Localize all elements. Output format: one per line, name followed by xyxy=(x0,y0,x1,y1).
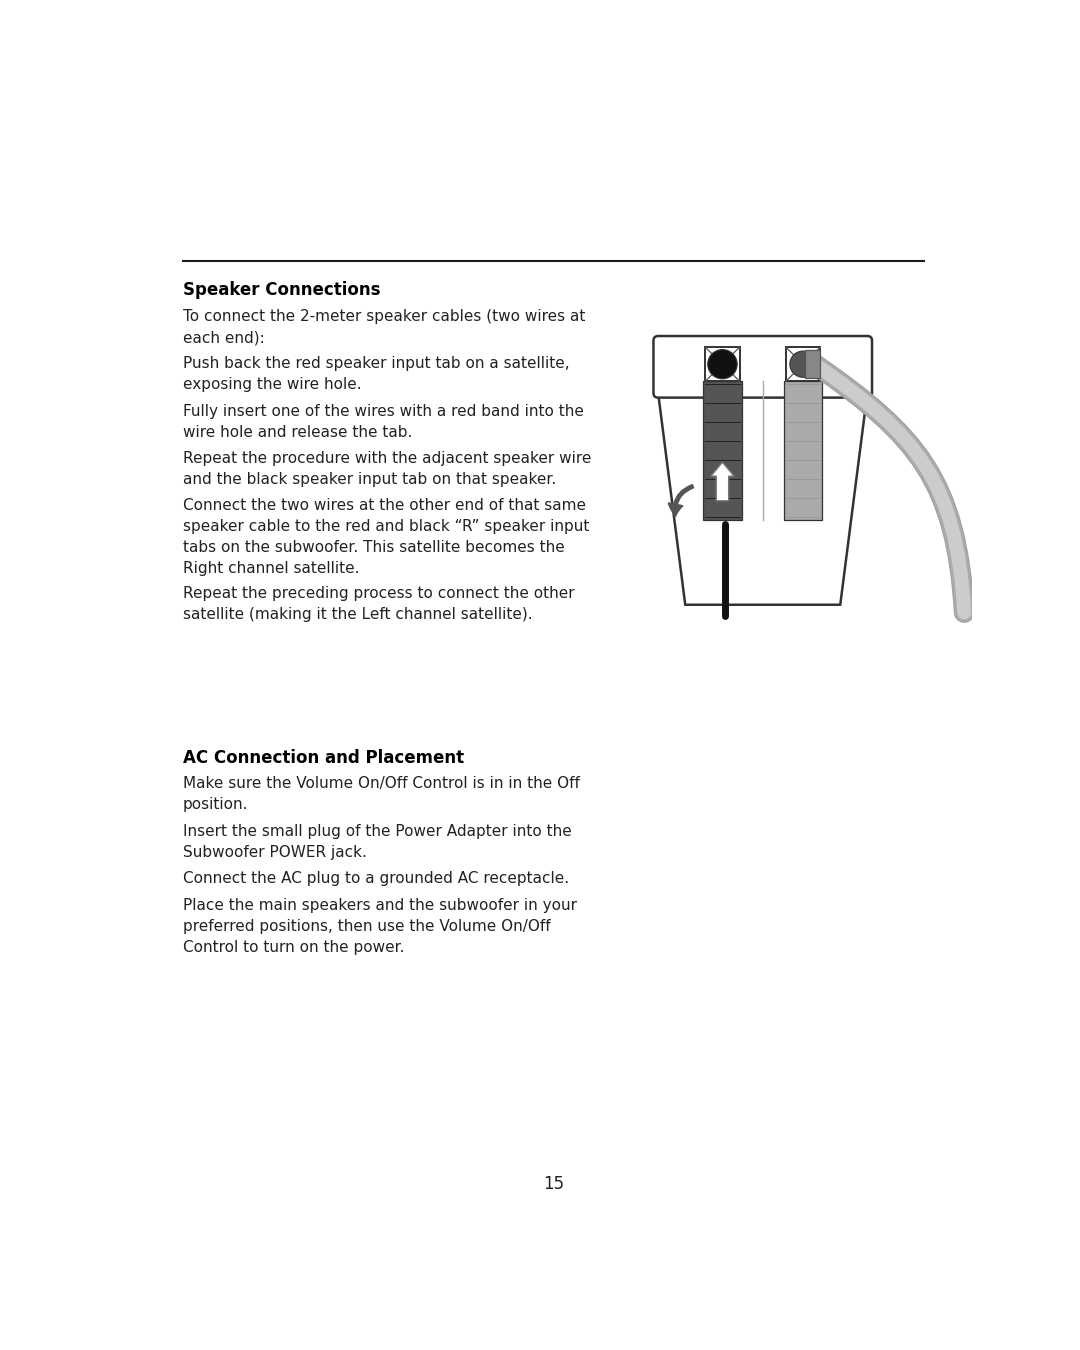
FancyBboxPatch shape xyxy=(653,336,872,398)
Circle shape xyxy=(789,351,816,377)
FancyArrow shape xyxy=(711,462,734,501)
Bar xyxy=(658,340,867,393)
Text: Connect the AC plug to a grounded AC receptacle.: Connect the AC plug to a grounded AC rec… xyxy=(183,871,569,886)
Text: Insert the small plug of the Power Adapter into the
Subwoofer POWER jack.: Insert the small plug of the Power Adapt… xyxy=(183,824,571,860)
Bar xyxy=(805,351,820,378)
Circle shape xyxy=(707,350,738,379)
Text: 15: 15 xyxy=(543,1174,564,1192)
Bar xyxy=(703,381,742,520)
Text: To connect the 2-meter speaker cables (two wires at
each end):: To connect the 2-meter speaker cables (t… xyxy=(183,309,585,346)
Bar xyxy=(705,347,740,381)
Text: Fully insert one of the wires with a red band into the
wire hole and release the: Fully insert one of the wires with a red… xyxy=(183,404,584,440)
Text: Speaker Connections: Speaker Connections xyxy=(183,281,380,300)
Text: Repeat the procedure with the adjacent speaker wire
and the black speaker input : Repeat the procedure with the adjacent s… xyxy=(183,451,592,487)
Text: Repeat the preceding process to connect the other
satellite (making it the Left : Repeat the preceding process to connect … xyxy=(183,586,575,622)
Bar xyxy=(784,381,823,520)
Text: Place the main speakers and the subwoofer in your
preferred positions, then use : Place the main speakers and the subwoofe… xyxy=(183,898,577,956)
Text: Connect the two wires at the other end of that same
speaker cable to the red and: Connect the two wires at the other end o… xyxy=(183,498,590,576)
Polygon shape xyxy=(658,393,867,605)
FancyArrowPatch shape xyxy=(669,485,693,516)
Text: Push back the red speaker input tab on a satellite,
exposing the wire hole.: Push back the red speaker input tab on a… xyxy=(183,356,569,393)
Text: Make sure the Volume On/Off Control is in in the Off
position.: Make sure the Volume On/Off Control is i… xyxy=(183,776,580,813)
Bar xyxy=(786,347,820,381)
Text: AC Connection and Placement: AC Connection and Placement xyxy=(183,749,464,767)
